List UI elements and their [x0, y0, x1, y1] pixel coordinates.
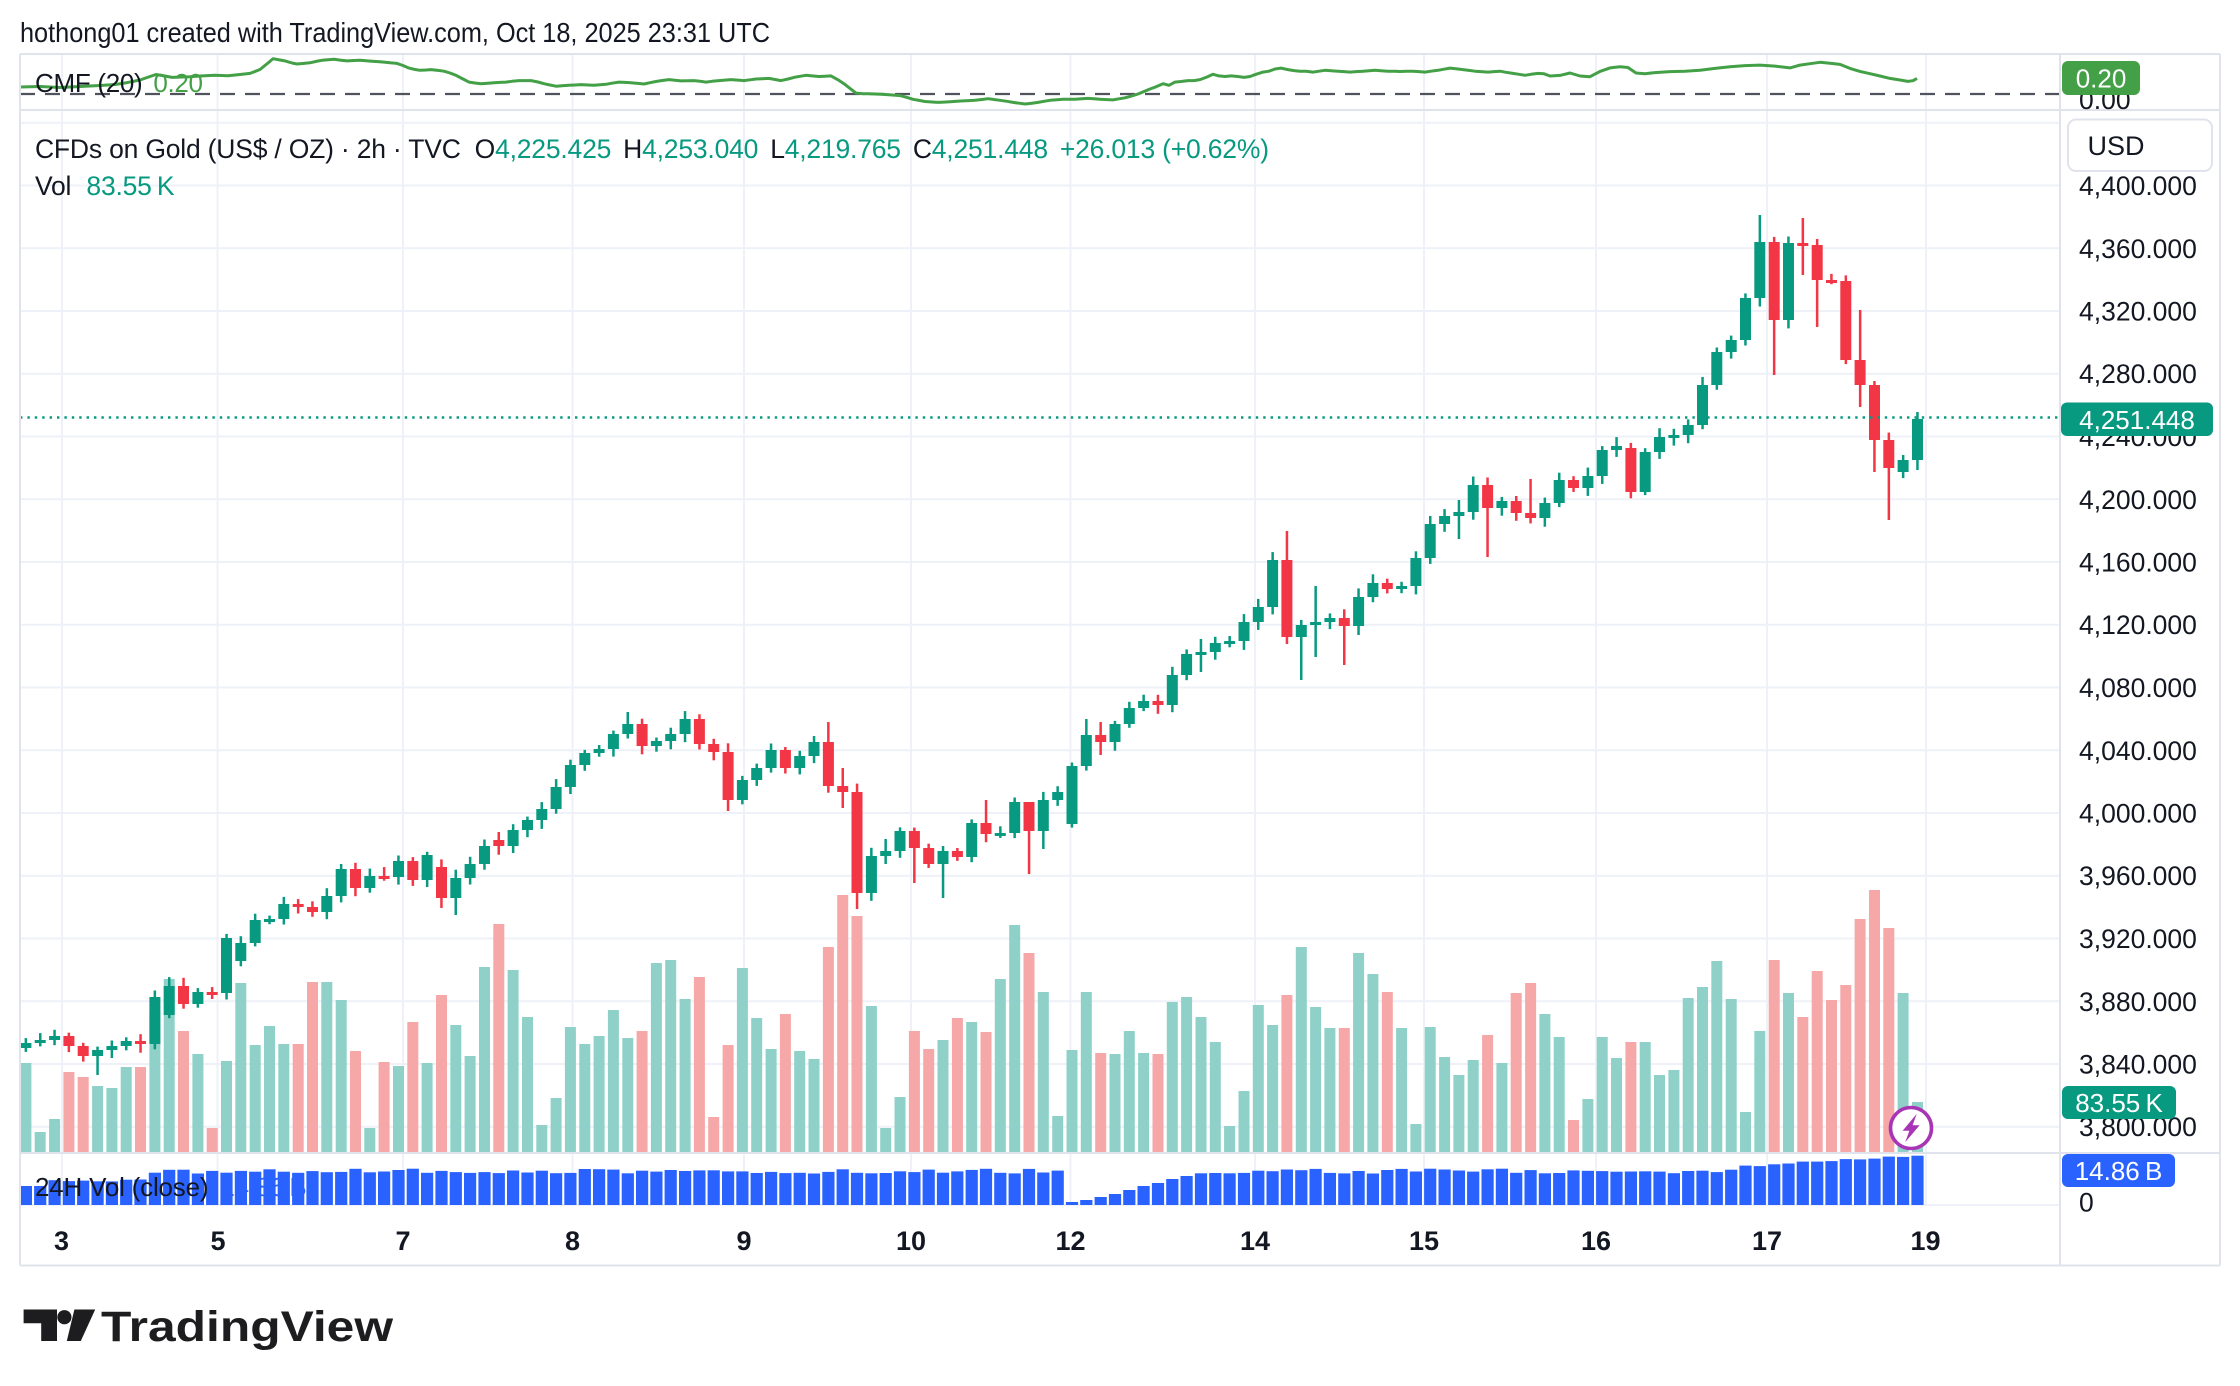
svg-text:3,880.000: 3,880.000	[2079, 987, 2197, 1017]
svg-text:TradingView: TradingView	[101, 1303, 394, 1351]
svg-text:CMF (20) 0.20: CMF (20) 0.20	[35, 68, 203, 98]
svg-text:10: 10	[896, 1226, 926, 1256]
svg-text:7: 7	[395, 1226, 410, 1256]
svg-text:4,360.000: 4,360.000	[2079, 234, 2197, 264]
svg-text:4,040.000: 4,040.000	[2079, 736, 2197, 766]
svg-text:17: 17	[1752, 1226, 1782, 1256]
svg-text:hothong01 created with Trading: hothong01 created with TradingView.com, …	[20, 17, 770, 48]
svg-text:4,000.000: 4,000.000	[2079, 799, 2197, 829]
svg-text:4,280.000: 4,280.000	[2079, 359, 2197, 389]
svg-text:USD: USD	[2088, 131, 2145, 161]
svg-text:4,120.000: 4,120.000	[2079, 610, 2197, 640]
svg-text:3: 3	[54, 1226, 69, 1256]
svg-text:8: 8	[565, 1226, 580, 1256]
svg-text:4,160.000: 4,160.000	[2079, 548, 2197, 578]
svg-text:3,960.000: 3,960.000	[2079, 861, 2197, 891]
svg-text:83.55 K: 83.55 K	[2075, 1088, 2163, 1118]
svg-text:9: 9	[736, 1226, 751, 1256]
svg-text:3,920.000: 3,920.000	[2079, 924, 2197, 954]
svg-text:4,400.000: 4,400.000	[2079, 171, 2197, 201]
svg-text:4,251.448: 4,251.448	[2079, 405, 2195, 435]
svg-text:3,840.000: 3,840.000	[2079, 1050, 2197, 1080]
svg-text:24H Vol (close) 14.86 B: 24H Vol (close) 14.86 B	[35, 1172, 307, 1202]
svg-text:Vol 83.55 K: Vol 83.55 K	[35, 171, 175, 201]
svg-text:4,080.000: 4,080.000	[2079, 673, 2197, 703]
svg-text:15: 15	[1409, 1226, 1439, 1256]
svg-text:19: 19	[1910, 1226, 1940, 1256]
svg-text:0: 0	[2079, 1188, 2094, 1218]
svg-text:5: 5	[210, 1226, 225, 1256]
svg-text:4,200.000: 4,200.000	[2079, 485, 2197, 515]
svg-text:14.86 B: 14.86 B	[2075, 1156, 2163, 1186]
svg-text:12: 12	[1055, 1226, 1085, 1256]
svg-text:CFDs on Gold (US$ / OZ) · 2h ·: CFDs on Gold (US$ / OZ) · 2h · TVC O4,225…	[35, 134, 1269, 164]
svg-text:0.20: 0.20	[2076, 64, 2127, 94]
svg-text:14: 14	[1240, 1226, 1270, 1256]
svg-text:4,320.000: 4,320.000	[2079, 297, 2197, 327]
svg-text:16: 16	[1581, 1226, 1611, 1256]
